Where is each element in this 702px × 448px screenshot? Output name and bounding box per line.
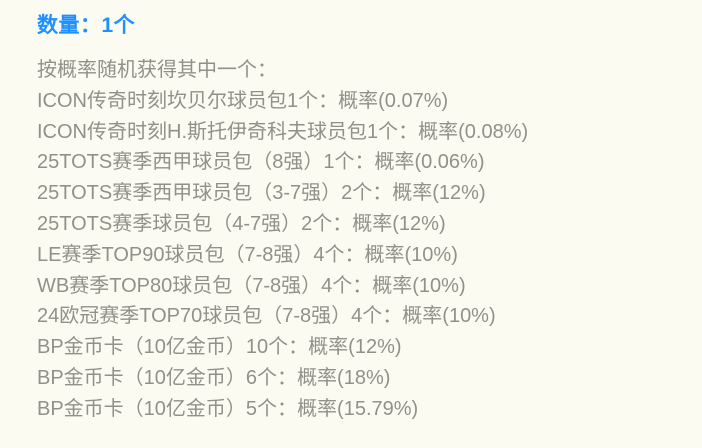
quantity-header: 数量：1个	[37, 13, 682, 39]
probability-list: 按概率随机获得其中一个： ICON传奇时刻坎贝尔球员包1个：概率(0.07%) …	[37, 55, 682, 425]
prize-item: BP金币卡（10亿金币）6个：概率(18%)	[37, 363, 682, 394]
prize-item-probability: 概率(18%)	[297, 366, 391, 389]
prize-item: ICON传奇时刻H.斯托伊奇科夫球员包1个：概率(0.08%)	[37, 117, 682, 148]
prize-item: LE赛季TOP90球员包（7-8强）4个：概率(10%)	[37, 240, 682, 271]
prize-item-probability: 概率(10%)	[364, 243, 458, 266]
prize-item: 25TOTS赛季球员包（4-7强）2个：概率(12%)	[37, 209, 682, 240]
prize-item-probability: 概率(0.06%)	[374, 151, 485, 174]
prize-item-probability: 概率(15.79%)	[297, 397, 419, 420]
prize-item: BP金币卡（10亿金币）10个：概率(12%)	[37, 332, 682, 363]
prize-item-label: BP金币卡（10亿金币）5个：	[37, 397, 298, 420]
prize-item-probability: 概率(10%)	[372, 274, 466, 297]
prize-item-label: WB赛季TOP80球员包（7-8强）4个：	[37, 274, 373, 297]
prize-item: BP金币卡（10亿金币）5个：概率(15.79%)	[37, 394, 682, 425]
prize-item-label: ICON传奇时刻坎贝尔球员包1个：	[37, 89, 339, 112]
prize-item-label: ICON传奇时刻H.斯托伊奇科夫球员包1个：	[37, 120, 419, 143]
prize-item-probability: 概率(10%)	[402, 305, 496, 328]
prize-item-probability: 概率(0.08%)	[418, 120, 529, 143]
prize-item: ICON传奇时刻坎贝尔球员包1个：概率(0.07%)	[37, 86, 682, 117]
prize-item-label: 24欧冠赛季TOP70球员包（7-8强）4个：	[37, 305, 403, 328]
prize-item-probability: 概率(12%)	[392, 182, 486, 205]
prize-item-probability: 概率(12%)	[352, 212, 446, 235]
prize-item-label: 25TOTS赛季西甲球员包（8强）1个：	[37, 151, 375, 174]
prize-item-label: LE赛季TOP90球员包（7-8强）4个：	[37, 243, 365, 266]
quantity-label: 数量：1个	[37, 14, 136, 37]
prize-item-label: 25TOTS赛季球员包（4-7强）2个：	[37, 212, 353, 235]
prize-item-probability: 概率(12%)	[308, 336, 402, 359]
prize-item: 25TOTS赛季西甲球员包（8强）1个：概率(0.06%)	[37, 147, 682, 178]
prize-item-label: BP金币卡（10亿金币）10个：	[37, 336, 309, 359]
prize-item: 25TOTS赛季西甲球员包（3-7强）2个：概率(12%)	[37, 178, 682, 209]
prize-item-label: 25TOTS赛季西甲球员包（3-7强）2个：	[37, 182, 393, 205]
intro-line: 按概率随机获得其中一个：	[37, 59, 277, 81]
prize-item: WB赛季TOP80球员包（7-8强）4个：概率(10%)	[37, 271, 682, 302]
prize-item-probability: 概率(0.07%)	[338, 89, 449, 112]
prize-item: 24欧冠赛季TOP70球员包（7-8强）4个：概率(10%)	[37, 301, 682, 332]
prize-item-label: BP金币卡（10亿金币）6个：	[37, 366, 298, 389]
